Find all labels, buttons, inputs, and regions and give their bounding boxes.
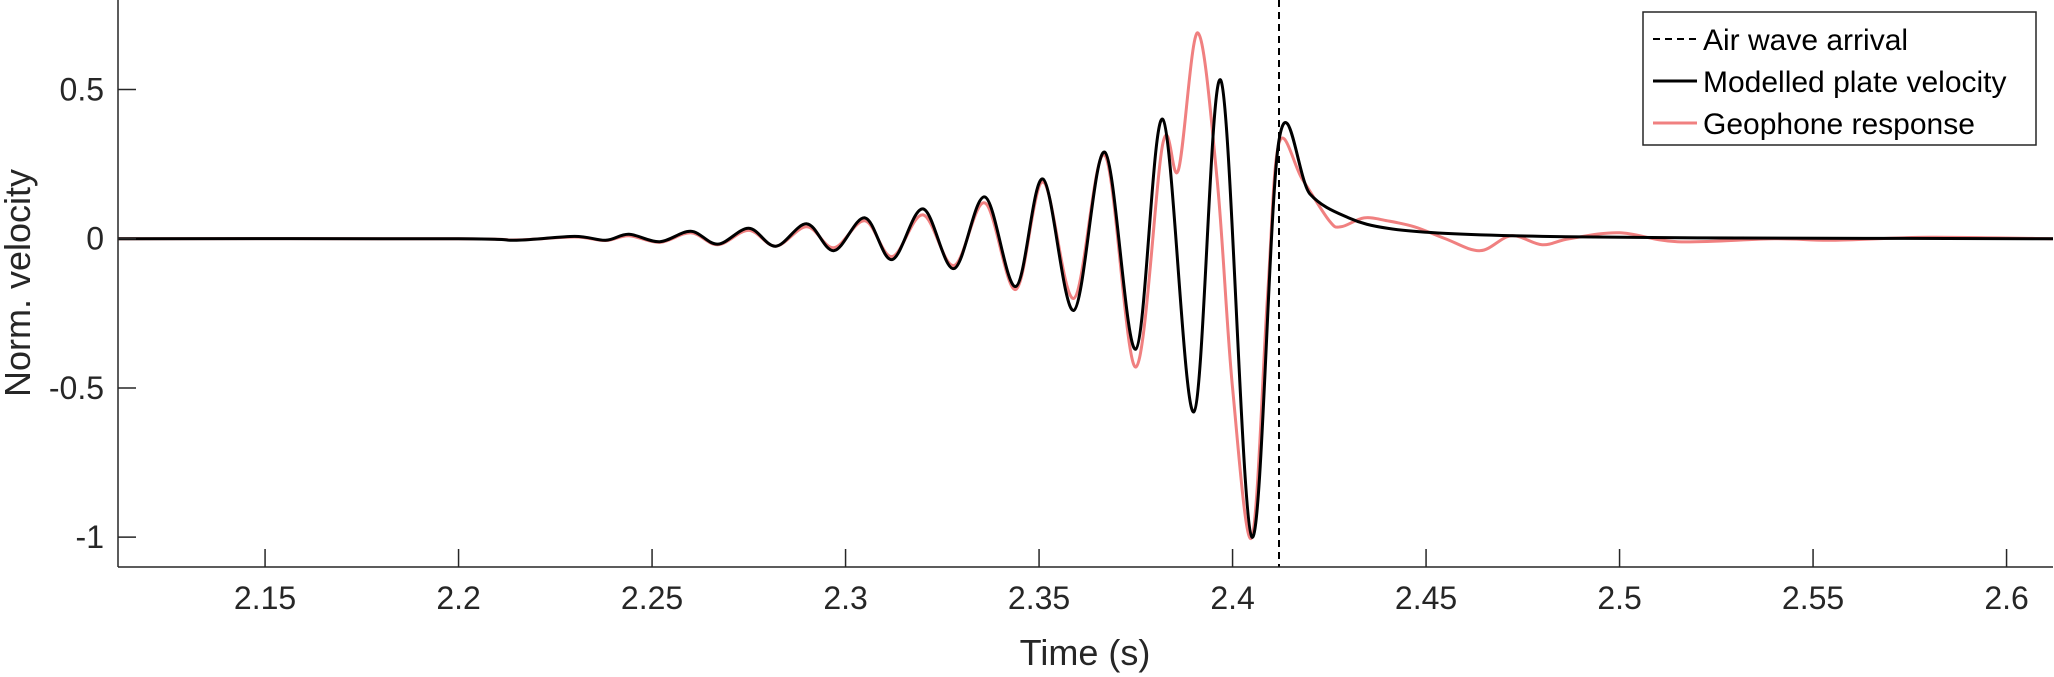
series-layer — [117, 0, 2054, 567]
legend-box — [1642, 11, 2037, 146]
axes-layer — [117, 0, 2053, 568]
legend: Air wave arrival Modelled plate velocity G… — [1642, 11, 2037, 146]
x-tick-label: 2.2 — [436, 580, 480, 616]
y-axis-label: Norm. velocity — [0, 169, 38, 397]
y-tick-label: 0.5 — [60, 72, 104, 108]
x-tick-label: 2.4 — [1210, 580, 1254, 616]
ticks-layer: 2.15 2.2 2.25 2.3 2.35 2.4 2.45 2.5 2.55 2.6 0.5 0 -… — [49, 72, 2029, 616]
legend-item-air-wave-arrival-label: Air wave arrival — [1703, 24, 1908, 57]
x-tick-label: 2.25 — [621, 580, 683, 616]
x-axis-label: Time (s) — [1020, 632, 1151, 673]
y-tick-label: -1 — [76, 519, 104, 555]
x-tick-label: 2.35 — [1008, 580, 1070, 616]
y-tick-label: 0 — [86, 221, 104, 257]
legend-item-modelled-plate-velocity-label: Modelled plate velocity — [1703, 66, 2007, 99]
y-tick-label: -0.5 — [49, 370, 104, 406]
x-tick-label: 2.45 — [1395, 580, 1457, 616]
legend-item-geophone-response-label: Geophone response — [1703, 108, 1975, 141]
x-tick-label: 2.3 — [823, 580, 867, 616]
series-modelled-plate-velocity-line — [117, 78, 2054, 539]
x-tick-label: 2.55 — [1782, 580, 1844, 616]
x-tick-label: 2.15 — [234, 580, 296, 616]
x-tick-label: 2.5 — [1597, 580, 1641, 616]
x-tick-label: 2.6 — [1984, 580, 2028, 616]
